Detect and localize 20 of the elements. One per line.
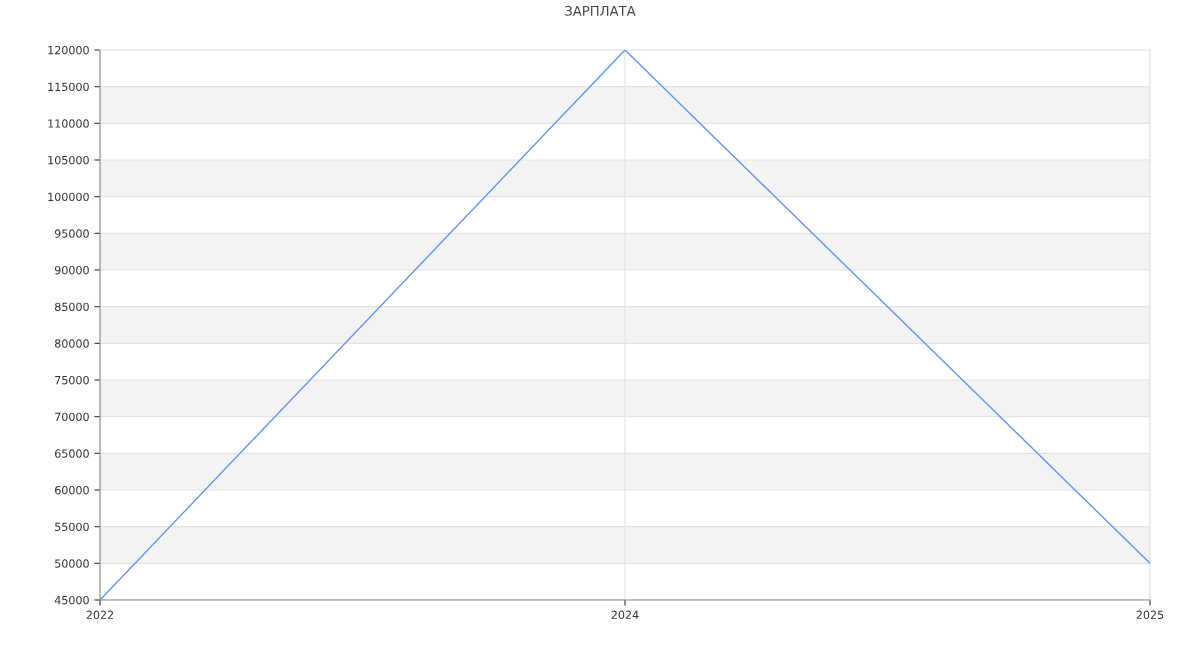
y-tick-label: 55000 xyxy=(55,522,89,532)
y-tick-label: 60000 xyxy=(55,485,89,495)
x-tick-label: 2025 xyxy=(1136,610,1164,620)
y-tick-label: 45000 xyxy=(54,595,89,605)
y-tick-label: 95000 xyxy=(54,229,89,238)
y-tick-label: 110000 xyxy=(48,119,89,128)
chart-title: ЗАРПЛАТА xyxy=(565,5,636,16)
y-tick-label: 115000 xyxy=(48,82,89,92)
y-tick-label: 50000 xyxy=(55,559,89,568)
y-tick-label: 90000 xyxy=(54,265,89,275)
x-tick-label: 2024 xyxy=(611,610,639,620)
y-tick-label: 85000 xyxy=(54,302,89,312)
y-tick-label: 70000 xyxy=(55,412,89,422)
y-tick-label: 100000 xyxy=(48,192,89,202)
x-tick-label: 2022 xyxy=(86,610,114,620)
y-tick-label: 120000 xyxy=(48,45,89,55)
y-tick-label: 80000 xyxy=(54,339,89,348)
y-tick-label: 105000 xyxy=(48,155,89,165)
y-tick-label: 75000 xyxy=(55,375,89,385)
y-tick-label: 65000 xyxy=(55,449,89,458)
